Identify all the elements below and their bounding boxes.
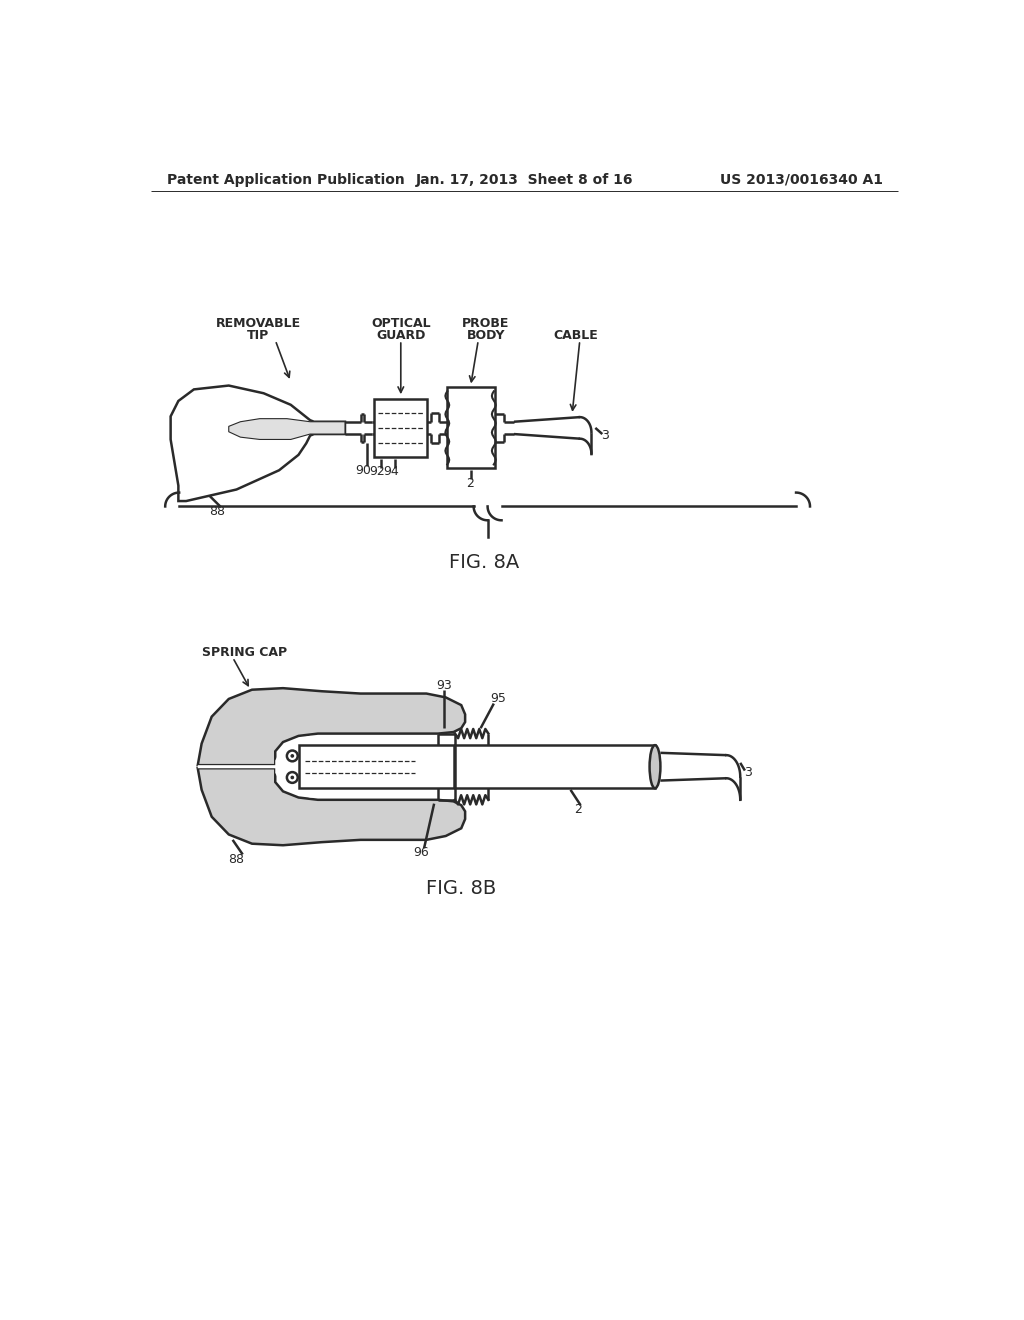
Polygon shape [228,418,345,440]
Text: US 2013/0016340 A1: US 2013/0016340 A1 [720,173,883,187]
Text: OPTICAL: OPTICAL [371,317,431,330]
Bar [299,744,454,788]
Polygon shape [198,688,465,766]
Text: CABLE: CABLE [554,329,598,342]
Text: TIP: TIP [247,329,269,342]
Text: 88: 88 [209,504,225,517]
Text: 94: 94 [384,465,399,478]
Text: 95: 95 [490,693,507,705]
Text: 3: 3 [744,767,752,779]
Circle shape [291,776,294,779]
Text: 90: 90 [355,463,371,477]
Bar [446,388,495,469]
Text: 3: 3 [601,429,609,442]
Text: FIG. 8B: FIG. 8B [426,879,497,898]
Text: 2: 2 [574,803,583,816]
Text: Patent Application Publication: Patent Application Publication [167,173,404,187]
Bar [375,399,427,457]
Circle shape [291,755,294,758]
Text: GUARD: GUARD [376,329,426,342]
Polygon shape [171,385,345,502]
Text: 96: 96 [413,846,429,859]
Text: Jan. 17, 2013  Sheet 8 of 16: Jan. 17, 2013 Sheet 8 of 16 [416,173,634,187]
Text: 2: 2 [467,477,474,490]
Text: PROBE: PROBE [463,317,510,330]
Text: SPRING CAP: SPRING CAP [202,647,287,659]
Bar [455,744,655,788]
Text: REMOVABLE: REMOVABLE [216,317,301,330]
Text: 93: 93 [436,680,452,693]
Polygon shape [198,737,438,797]
Text: 92: 92 [369,465,385,478]
Text: BODY: BODY [467,329,505,342]
Text: 88: 88 [228,853,245,866]
Text: FIG. 8A: FIG. 8A [450,553,519,572]
Polygon shape [198,768,465,845]
Ellipse shape [649,744,660,788]
